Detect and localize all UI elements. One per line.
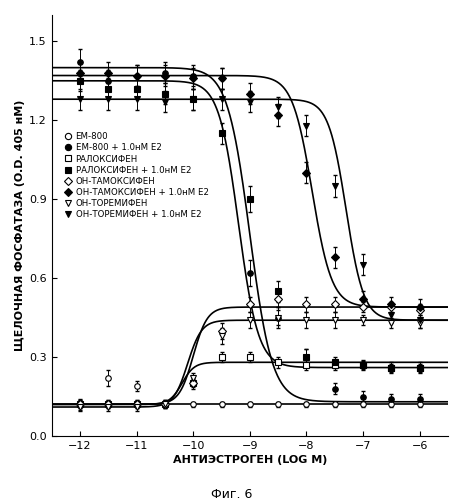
Text: Фиг. 6: Фиг. 6 [211,488,252,500]
X-axis label: АНТИЭСТРОГЕН (LOG M): АНТИЭСТРОГЕН (LOG M) [173,455,327,465]
Y-axis label: ЩЕЛОЧНАЯ ФОСФАТАЗА (O.D. 405 нМ): ЩЕЛОЧНАЯ ФОСФАТАЗА (O.D. 405 нМ) [15,100,25,351]
Legend: ЕМ-800, ЕМ-800 + 1.0нМ Е2, РАЛОКСИФЕН, РАЛОКСИФЕН + 1.0нМ Е2, ОН-ТАМОКСИФЕН, ОН-: ЕМ-800, ЕМ-800 + 1.0нМ Е2, РАЛОКСИФЕН, Р… [60,129,212,222]
